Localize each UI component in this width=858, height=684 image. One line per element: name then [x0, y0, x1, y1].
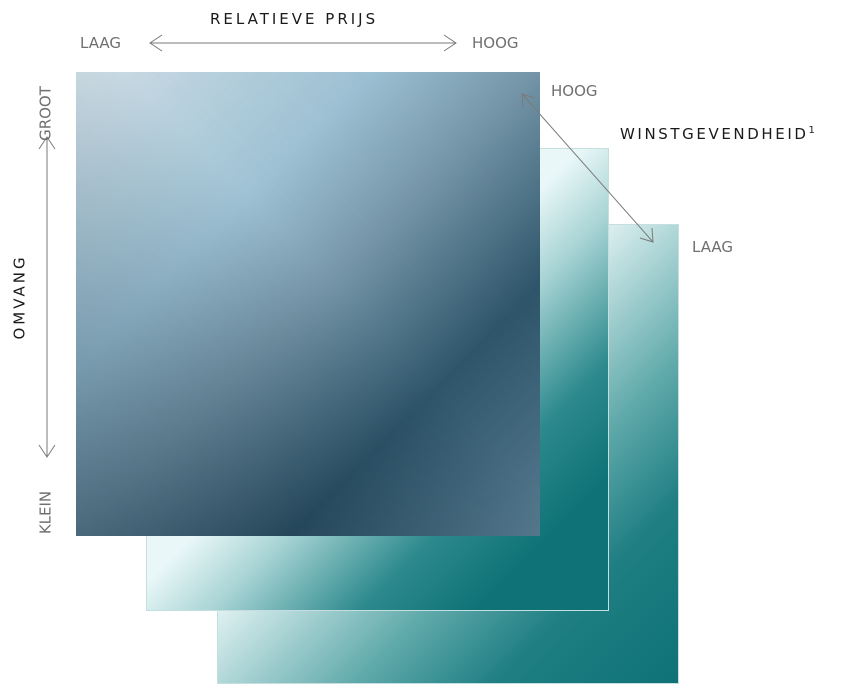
size-arrow: [38, 136, 56, 458]
profitability-arrow: [521, 93, 654, 243]
profitability-title-text: WINSTGEVENDHEID: [620, 125, 809, 143]
footnote-marker: 1: [808, 125, 815, 136]
profitability-axis-title: WINSTGEVENDHEID1: [620, 125, 815, 143]
price-axis-title: RELATIEVE PRIJS: [210, 10, 379, 28]
size-axis-low-label: KLEIN: [36, 490, 55, 535]
price-arrow: [149, 34, 457, 52]
profitability-layer-high: [76, 72, 540, 536]
profitability-high-label: HOOG: [551, 82, 598, 100]
size-axis-high-label: GROOT: [36, 86, 55, 141]
price-axis-high-label: HOOG: [472, 34, 519, 52]
price-axis-low-label: LAAG: [80, 34, 122, 52]
profitability-low-label: LAAG: [692, 238, 734, 256]
size-axis-title: OMVANG: [10, 254, 29, 340]
